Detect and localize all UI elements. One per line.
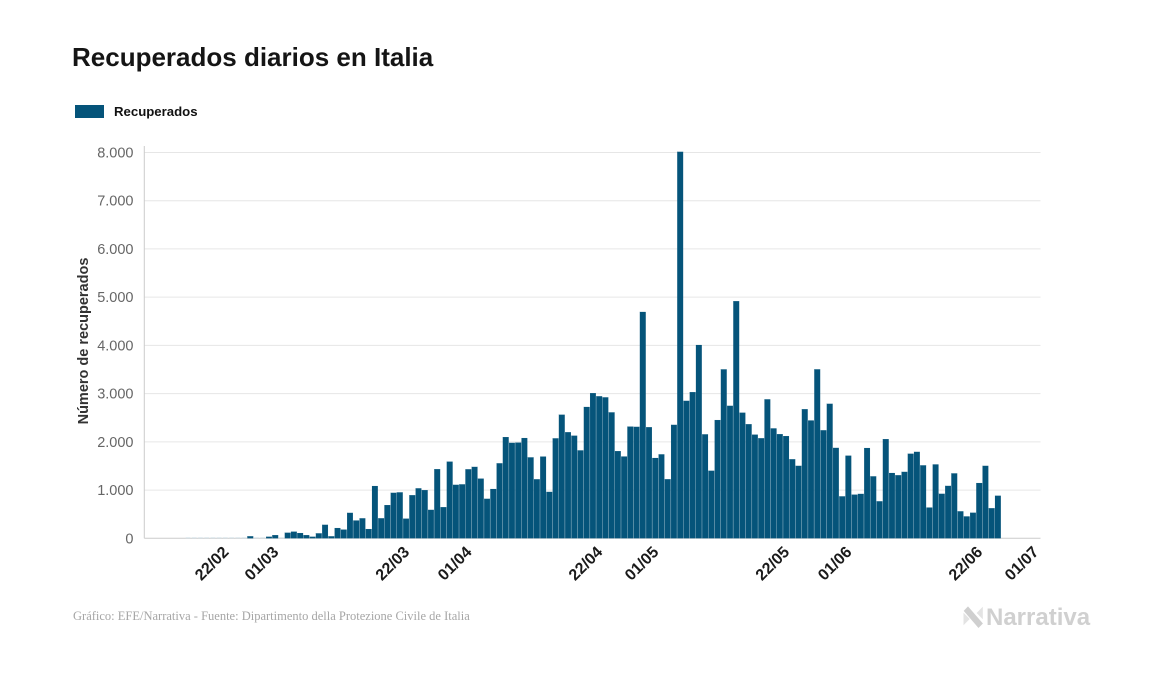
svg-text:8.000: 8.000 bbox=[97, 145, 133, 161]
svg-text:7.000: 7.000 bbox=[97, 194, 133, 210]
svg-text:Recuperados: Recuperados bbox=[114, 104, 198, 119]
svg-text:3.000: 3.000 bbox=[97, 387, 133, 403]
svg-text:5.000: 5.000 bbox=[97, 290, 133, 306]
svg-text:Gráfico: EFE/Narrativa - Fuent: Gráfico: EFE/Narrativa - Fuente: Diparti… bbox=[73, 609, 470, 623]
svg-text:1.000: 1.000 bbox=[97, 483, 133, 499]
svg-text:Narrativa: Narrativa bbox=[986, 604, 1091, 631]
svg-text:Número de recuperados: Número de recuperados bbox=[76, 258, 92, 425]
svg-text:6.000: 6.000 bbox=[97, 242, 133, 258]
svg-text:2.000: 2.000 bbox=[97, 435, 133, 451]
svg-text:4.000: 4.000 bbox=[97, 338, 133, 354]
svg-text:0: 0 bbox=[125, 531, 133, 547]
svg-text:Recuperados diarios en Italia: Recuperados diarios en Italia bbox=[72, 42, 434, 72]
